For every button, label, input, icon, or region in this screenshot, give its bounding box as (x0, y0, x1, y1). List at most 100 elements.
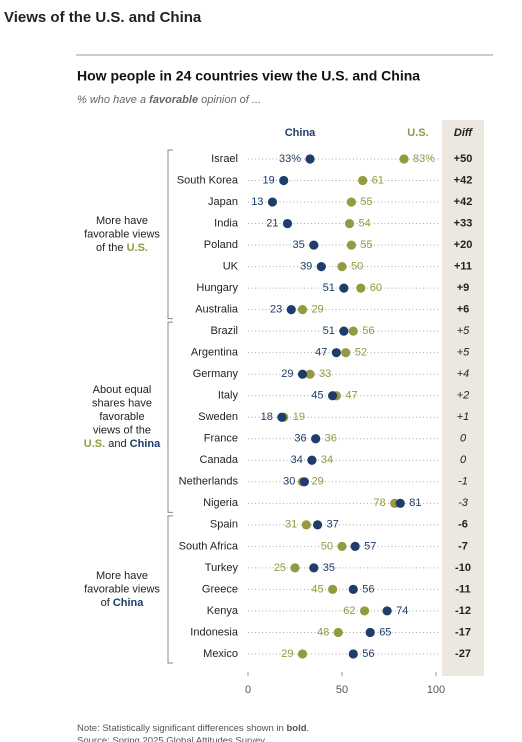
value-label: 55 (360, 239, 372, 251)
category-label: Argentina (191, 347, 239, 359)
china-dot (286, 305, 296, 315)
value-label: 60 (370, 282, 382, 294)
subtitle-part: % who have a (77, 94, 149, 106)
group-label-part: U.S. (84, 438, 105, 450)
value-label: 78 (373, 497, 385, 509)
china-dot (267, 197, 278, 207)
value-label: 50 (351, 261, 363, 273)
subtitle: % who have a favorable opinion of ... (77, 94, 261, 106)
group-label-part: favorable (99, 411, 144, 423)
value-label: 83% (413, 153, 435, 165)
category-label: Hungary (196, 282, 238, 294)
us-dot (341, 348, 351, 358)
china-dot (279, 175, 289, 186)
value-label: 34 (321, 454, 333, 466)
group-label-part: shares have (92, 398, 152, 410)
us-dot (358, 175, 368, 186)
note-part: . (307, 723, 310, 734)
china-dot (311, 434, 321, 444)
china-dot (307, 455, 317, 465)
category-label: Sweden (198, 411, 238, 423)
china-dot (348, 584, 358, 595)
note: Note: Statistically significant differen… (77, 723, 309, 734)
value-label: 13 (251, 196, 263, 208)
value-label: 56 (362, 325, 374, 337)
china-dot (395, 498, 405, 508)
value-label: 36 (294, 433, 306, 445)
diff-value: +6 (457, 304, 470, 316)
group-label: More have (96, 570, 148, 582)
group-label-part: More have (96, 570, 148, 582)
value-label: 18 (261, 411, 273, 423)
value-label: 33 (319, 368, 331, 380)
us-dot (290, 563, 300, 573)
china-dot (339, 326, 349, 336)
page-heading: Views of the U.S. and China (4, 9, 202, 26)
group-bracket (167, 321, 173, 513)
group-label: of the U.S. (96, 242, 148, 254)
value-label: 57 (364, 540, 376, 552)
value-label: 74 (396, 605, 408, 617)
category-label: Greece (202, 583, 238, 595)
category-label: India (214, 217, 239, 229)
group-label: of China (101, 597, 145, 609)
group-bracket (167, 149, 173, 320)
value-label: 29 (281, 648, 293, 660)
group-label: favorable (99, 411, 144, 423)
category-label: Spain (210, 519, 238, 531)
china-dot (328, 391, 338, 401)
group-label-part: favorable views (84, 228, 160, 240)
group-label: More have (96, 215, 148, 227)
category-label: Brazil (210, 325, 238, 337)
value-label: 21 (266, 217, 278, 229)
category-label: South Africa (179, 540, 239, 552)
value-label: 31 (285, 519, 297, 531)
x-tick-label: 100 (427, 684, 445, 696)
group-label: favorable views (84, 228, 160, 240)
group-label: shares have (92, 398, 152, 410)
diff-value: -12 (455, 605, 471, 617)
us-dot (399, 154, 409, 164)
diff-value: -17 (455, 626, 471, 638)
value-label: 56 (362, 648, 374, 660)
us-dot (356, 283, 366, 293)
group-label: About equal (93, 384, 152, 396)
chart-title: How people in 24 countries view the U.S.… (77, 68, 420, 84)
diff-value: +1 (457, 411, 470, 423)
china-dot (350, 541, 360, 551)
value-label: 19 (293, 411, 305, 423)
diff-value: -10 (455, 562, 471, 574)
category-label: Canada (199, 454, 238, 466)
value-label: 61 (372, 174, 384, 186)
group-label-part: More have (96, 215, 148, 227)
china-dot (348, 649, 358, 659)
group-label-part: of (101, 597, 113, 609)
diff-value: -1 (458, 476, 468, 488)
value-label: 36 (325, 433, 337, 445)
diff-value: -27 (455, 648, 471, 660)
group-label-part: China (113, 597, 144, 609)
group-label-part: About equal (93, 384, 152, 396)
value-label: 47 (315, 347, 327, 359)
value-label: 55 (360, 196, 372, 208)
value-label: 48 (317, 626, 329, 638)
category-label: UK (223, 261, 239, 273)
diff-value: +5 (457, 325, 470, 337)
category-label: Kenya (207, 605, 239, 617)
diff-header: Diff (454, 127, 473, 139)
diff-value: +42 (454, 174, 473, 186)
diff-value: +33 (454, 217, 473, 229)
us-dot (348, 326, 358, 336)
china-dot (282, 218, 293, 229)
china-dot (309, 240, 319, 250)
group-label: U.S. and China (84, 438, 161, 450)
value-label: 29 (281, 368, 293, 380)
diff-value: 0 (460, 454, 467, 466)
x-tick-label: 0 (245, 684, 251, 696)
diff-column (442, 120, 484, 676)
group-label-part: and (105, 438, 129, 450)
us-dot (297, 649, 308, 659)
china-dot (339, 283, 349, 293)
